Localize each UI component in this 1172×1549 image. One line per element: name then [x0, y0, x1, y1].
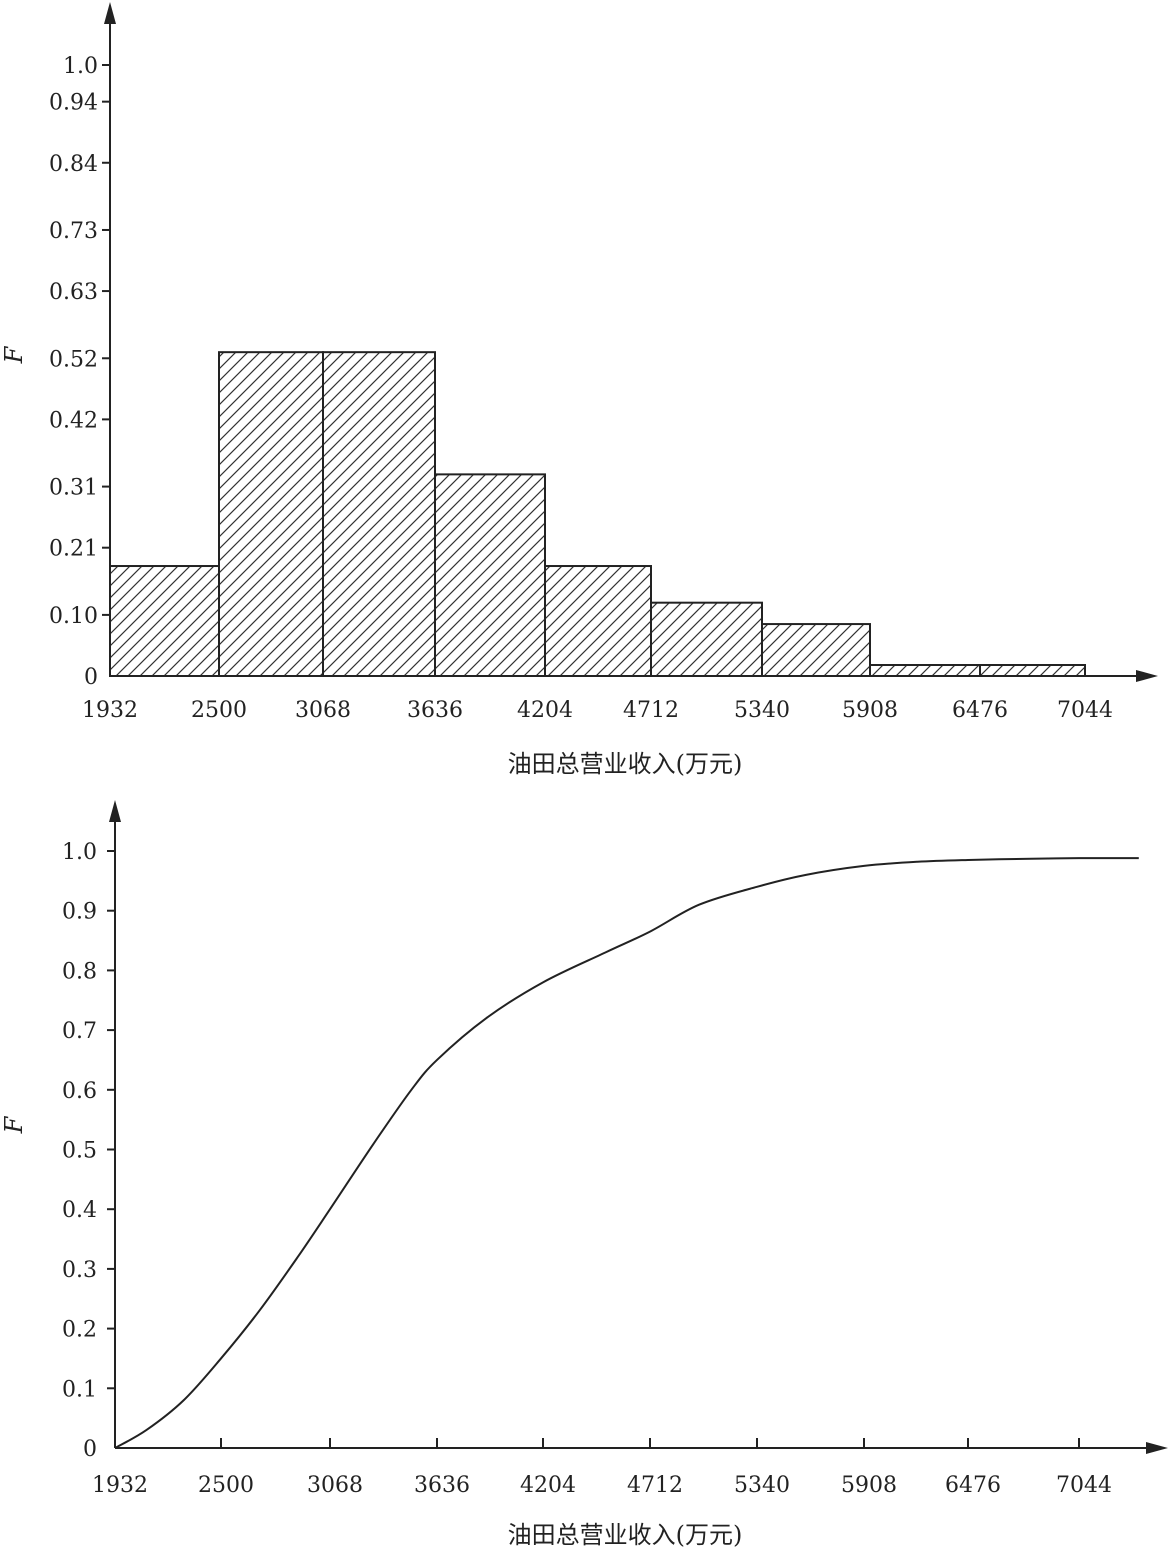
x-axis-arrow [1136, 670, 1158, 682]
histogram-bar [218, 351, 324, 677]
cdf-curve [114, 857, 1139, 1449]
y-tick-label: 0.6 [62, 1079, 97, 1104]
x-tick-label: 1932 [92, 1473, 148, 1498]
y-tick-label: 0.10 [49, 604, 98, 629]
histogram-chart: 0 0.10 0.21 0.31 0.42 0.52 0.63 0.73 0.84 0.94 1.0… [0, 2, 1158, 778]
x-axis-label: 油田总营业收入(万元) [508, 750, 743, 778]
y-axis-arrow [109, 800, 121, 822]
y-tick-label: 0.73 [49, 219, 98, 244]
x-tick-label: 7044 [1057, 698, 1113, 723]
x-tick-label: 1932 [82, 698, 138, 723]
y-tick-label: 1.0 [63, 54, 98, 79]
y-tick-label: 0.5 [62, 1139, 97, 1164]
y-tick-label: 0.63 [49, 280, 98, 305]
histogram-bar [434, 473, 546, 677]
x-axis-arrow [1146, 1442, 1168, 1454]
x-tick-label: 3068 [307, 1473, 363, 1498]
y-tick-label: 0.4 [62, 1198, 97, 1223]
histogram-bar [322, 351, 436, 677]
x-axis-label: 油田总营业收入(万元) [508, 1521, 743, 1549]
x-tick-label: 3636 [414, 1473, 470, 1498]
y-axis-label: F [0, 345, 28, 364]
x-tick-label: 6476 [945, 1473, 1001, 1498]
y-tick-label: 0.94 [49, 91, 98, 116]
y-tick-label: 1.0 [62, 840, 97, 865]
y-tick-label: 0.84 [49, 152, 98, 177]
histogram-bar [761, 623, 871, 678]
histogram-bar [869, 664, 981, 678]
histogram-bar [544, 565, 652, 678]
x-tick-label: 4204 [517, 698, 573, 723]
x-tick-label: 4204 [520, 1473, 576, 1498]
y-tick-label: 0 [84, 665, 98, 690]
histogram-bar [979, 664, 1086, 678]
y-tick-label: 0.52 [49, 347, 98, 372]
x-tick-label: 4712 [627, 1473, 683, 1498]
y-tick-label: 0.3 [62, 1258, 97, 1283]
y-tick-label: 0.1 [62, 1377, 97, 1402]
y-tick-label: 0.9 [62, 900, 97, 925]
y-axis-arrow [104, 2, 116, 24]
y-tick-label: 0 [83, 1437, 97, 1462]
y-tick-label: 0.42 [49, 408, 98, 433]
y-tick-label: 0.7 [62, 1019, 97, 1044]
x-tick-label: 4712 [623, 698, 679, 723]
histogram-bar [109, 565, 220, 678]
x-tick-label: 5340 [734, 1473, 790, 1498]
y-axis-label: F [0, 1115, 28, 1134]
y-tick-label: 0.8 [62, 959, 97, 984]
y-tick-label: 0.21 [49, 537, 98, 562]
x-tick-label: 5908 [841, 1473, 897, 1498]
x-tick-label: 6476 [952, 698, 1008, 723]
histogram-bar [650, 601, 763, 677]
x-tick-label: 5340 [734, 698, 790, 723]
x-tick-label: 2500 [198, 1473, 254, 1498]
y-tick-label: 0.31 [49, 476, 98, 501]
x-tick-label: 3068 [295, 698, 351, 723]
cdf-chart: 0 0.1 0.2 0.3 0.4 0.5 0.6 0.7 0.8 0.9 1.0 1932 2500 3… [0, 800, 1168, 1549]
x-tick-label: 5908 [842, 698, 898, 723]
x-tick-label: 2500 [191, 698, 247, 723]
y-tick-label: 0.2 [62, 1318, 97, 1343]
x-tick-label: 3636 [407, 698, 463, 723]
x-tick-label: 7044 [1056, 1473, 1112, 1498]
